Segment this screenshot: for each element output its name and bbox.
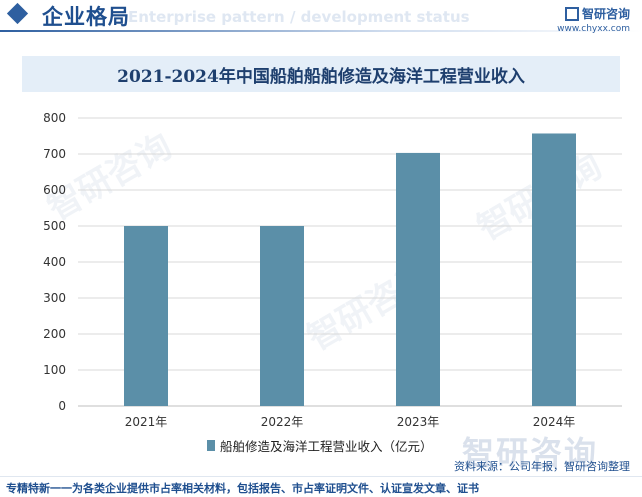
y-tick-label: 500	[43, 219, 66, 233]
bar	[532, 133, 576, 407]
chart-title-bar: 2021-2024年中国船舶船舶修造及海洋工程营业收入	[22, 56, 620, 92]
bar	[124, 226, 168, 406]
brand-logo: 智研咨询 www.chyxx.com	[557, 3, 630, 34]
chart-title: 2021-2024年中国船舶船舶修造及海洋工程营业收入	[117, 66, 525, 87]
header-divider	[0, 30, 642, 32]
x-tick-label: 2021年	[125, 415, 168, 429]
x-tick-label: 2022年	[261, 415, 304, 429]
logo-url: www.chyxx.com	[557, 24, 630, 34]
source-note: 资料来源：公司年报，智研咨询整理	[454, 460, 630, 473]
logo-name: 智研咨询	[581, 7, 630, 21]
footer-text: 专精特新一一为各类企业提供市占率相关材料，包括报告、市占率证明文件、认证宣发文章…	[6, 482, 479, 495]
bar	[396, 152, 440, 406]
y-tick-label: 0	[58, 399, 66, 413]
legend-label: 船舶修造及海洋工程营业收入（亿元）	[220, 439, 433, 454]
section-title: 企业格局	[42, 5, 130, 29]
watermark-logo: 智研咨询	[462, 434, 599, 472]
header: 企业格局 Enterprise pattern / development st…	[0, 0, 642, 34]
footer: 专精特新一一为各类企业提供市占率相关材料，包括报告、市占率证明文件、认证宣发文章…	[0, 476, 642, 497]
y-tick-label: 800	[43, 111, 66, 125]
y-tick-label: 700	[43, 147, 66, 161]
x-tick-label: 2023年	[397, 415, 440, 429]
chart-legend: 船舶修造及海洋工程营业收入（亿元）	[207, 436, 433, 455]
logo-icon	[564, 6, 579, 21]
y-tick-label: 400	[43, 255, 66, 269]
y-tick-label: 300	[43, 291, 66, 305]
bar	[260, 226, 304, 406]
y-tick-label: 100	[43, 363, 66, 377]
y-tick-label: 600	[43, 183, 66, 197]
legend-swatch	[207, 440, 215, 451]
x-tick-label: 2024年	[533, 415, 576, 429]
section-subtitle: Enterprise pattern / development status	[128, 8, 470, 26]
y-tick-label: 200	[43, 327, 66, 341]
